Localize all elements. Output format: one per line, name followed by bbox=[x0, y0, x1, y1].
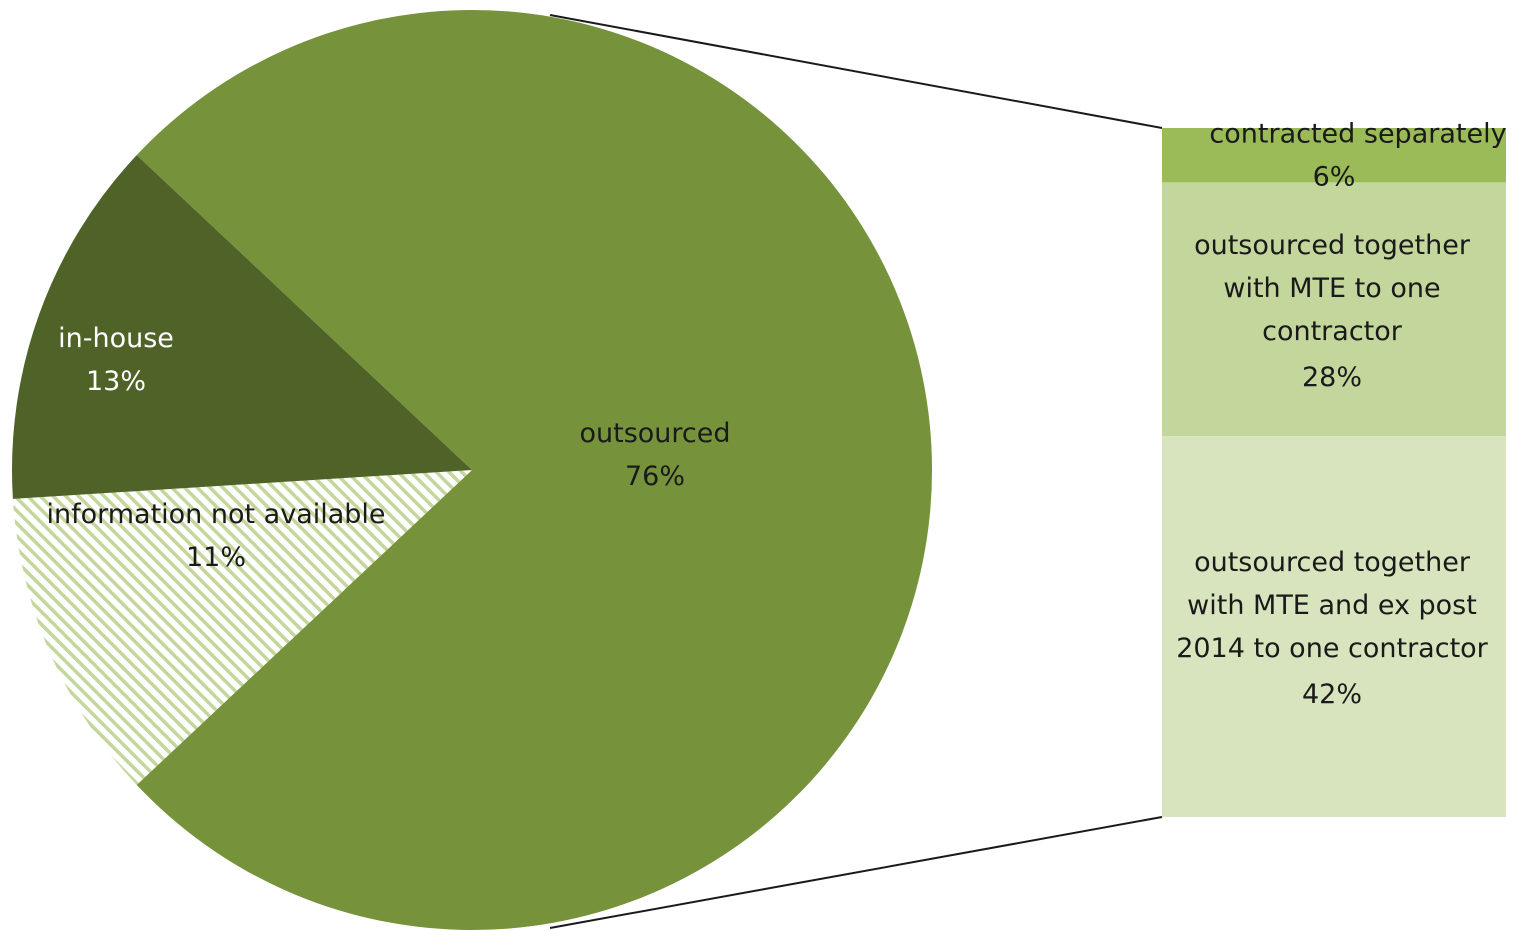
bar-label-outsourced-together-with-mte-to-one-contractor: outsourced together bbox=[1194, 230, 1471, 261]
bar-segment-contracted-separately bbox=[1162, 128, 1506, 183]
slice-label-in-house: in-house bbox=[58, 323, 174, 354]
stacked-bar bbox=[1162, 128, 1506, 817]
bar-segment-outsourced-together-with-mte-and-ex-post-2014-to-one-contractor bbox=[1162, 436, 1506, 817]
slice-value-in-house: 13% bbox=[86, 366, 146, 397]
connector-line-top bbox=[549, 14, 1163, 129]
pie-slice-information-not-available bbox=[12, 470, 473, 785]
bar-value-outsourced-together-with-mte-and-ex-post-2014-to-one-contractor: 42% bbox=[1302, 679, 1362, 710]
pie-slice-in-house bbox=[11, 155, 473, 499]
bar-value-contracted-separately: 6% bbox=[1313, 162, 1356, 193]
slice-value-information-not-available: 11% bbox=[186, 542, 246, 573]
slice-label-outsourced: outsourced bbox=[579, 418, 730, 449]
connector-lines bbox=[549, 14, 1163, 929]
bar-label-outsourced-together-with-mte-and-ex-post-2014-to-one-contractor: 2014 to one contractor bbox=[1176, 633, 1488, 664]
slice-label-information-not-available: information not available bbox=[46, 499, 385, 530]
bar-label-outsourced-together-with-mte-to-one-contractor: contractor bbox=[1262, 316, 1403, 347]
bar-segment-outsourced-together-with-mte-to-one-contractor bbox=[1162, 182, 1506, 437]
pie bbox=[11, 10, 933, 931]
bar-label-contracted-separately: contracted separately bbox=[1209, 119, 1506, 150]
slice-value-outsourced: 76% bbox=[625, 461, 685, 492]
data-labels: outsourced 76% information not available 11… bbox=[46, 119, 1506, 710]
bar-label-outsourced-together-with-mte-and-ex-post-2014-to-one-contractor: outsourced together bbox=[1194, 547, 1471, 578]
bar-value-outsourced-together-with-mte-to-one-contractor: 28% bbox=[1302, 362, 1362, 393]
bar-label-outsourced-together-with-mte-to-one-contractor: with MTE to one bbox=[1223, 273, 1440, 304]
connector-line-bottom bbox=[549, 816, 1163, 929]
pie-slice-outsourced bbox=[136, 10, 933, 931]
bar-label-outsourced-together-with-mte-and-ex-post-2014-to-one-contractor: with MTE and ex post bbox=[1187, 590, 1477, 621]
